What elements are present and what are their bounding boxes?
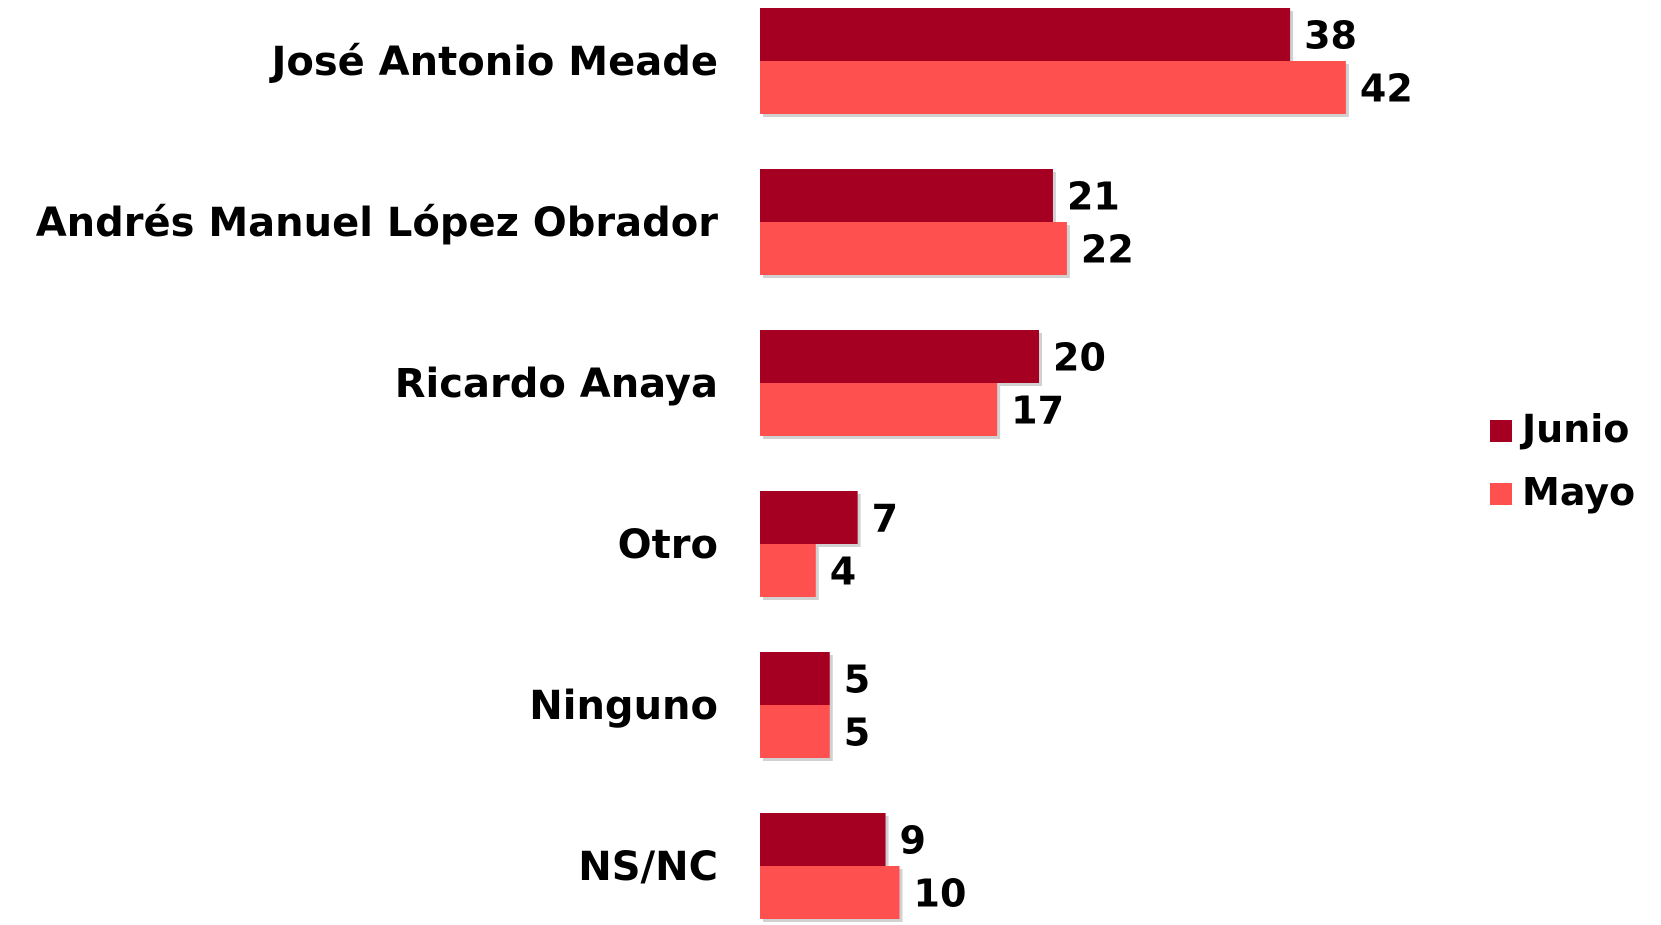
bar-mayo	[760, 705, 830, 758]
legend: Junio Mayo	[1490, 407, 1635, 514]
bar-mayo	[760, 544, 816, 597]
bar-junio	[760, 8, 1291, 61]
bar-mayo	[760, 866, 900, 919]
data-label: 9	[900, 819, 926, 863]
category-labels: José Antonio Meade Andrés Manuel López Ob…	[36, 39, 719, 890]
legend-label-junio: Junio	[1519, 407, 1629, 451]
legend-swatch-mayo	[1490, 483, 1512, 505]
data-label: 4	[830, 550, 856, 594]
bar-junio	[760, 813, 886, 866]
bar-mayo	[760, 222, 1067, 275]
category-label: José Antonio Meade	[268, 39, 718, 85]
bar-junio	[760, 169, 1053, 222]
data-label: 20	[1053, 336, 1106, 380]
legend-label-mayo: Mayo	[1522, 470, 1635, 514]
bar-mayo	[760, 61, 1346, 114]
bar-junio	[760, 330, 1039, 383]
data-label: 5	[844, 658, 870, 702]
data-label: 38	[1304, 14, 1357, 58]
category-label: Ricardo Anaya	[395, 361, 718, 407]
category-label: Andrés Manuel López Obrador	[36, 200, 719, 246]
bars-layer	[760, 8, 1349, 922]
data-label: 10	[914, 872, 967, 916]
bar-mayo	[760, 383, 998, 436]
category-label: NS/NC	[578, 844, 718, 890]
category-label: Otro	[618, 522, 718, 568]
data-label: 22	[1081, 228, 1134, 272]
data-label: 42	[1360, 67, 1413, 111]
data-label: 7	[872, 497, 898, 541]
bar-junio	[760, 491, 858, 544]
bar-junio	[760, 652, 830, 705]
data-label: 5	[844, 711, 870, 755]
legend-swatch-junio	[1490, 420, 1512, 442]
data-label: 17	[1011, 389, 1064, 433]
data-label: 21	[1067, 175, 1120, 219]
category-label: Ninguno	[529, 683, 718, 729]
